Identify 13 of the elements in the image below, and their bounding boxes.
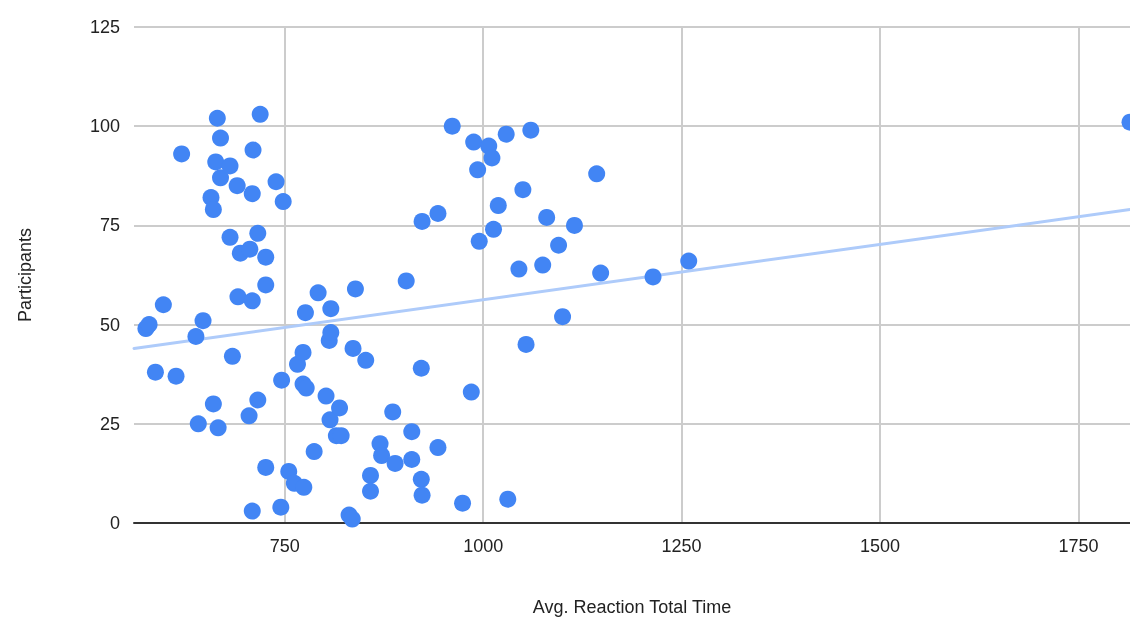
- y-tick-label: 75: [99, 215, 120, 236]
- x-axis-title: Avg. Reaction Total Time: [532, 597, 732, 617]
- y-tick-label: 125: [89, 17, 120, 37]
- x-tick-label: 750: [269, 536, 300, 556]
- y-axis-title: Participants: [15, 227, 35, 323]
- x-tick-label: 1750: [1058, 536, 1099, 556]
- x-tick-label: 1250: [661, 536, 702, 556]
- y-tick-label: 25: [99, 413, 120, 434]
- y-tick-label: 100: [89, 116, 120, 137]
- y-tick-label: 50: [99, 314, 120, 335]
- x-tick-label: 1000: [463, 536, 504, 556]
- y-tick-label: 0: [109, 513, 120, 533]
- x-tick-label: 1500: [859, 536, 901, 556]
